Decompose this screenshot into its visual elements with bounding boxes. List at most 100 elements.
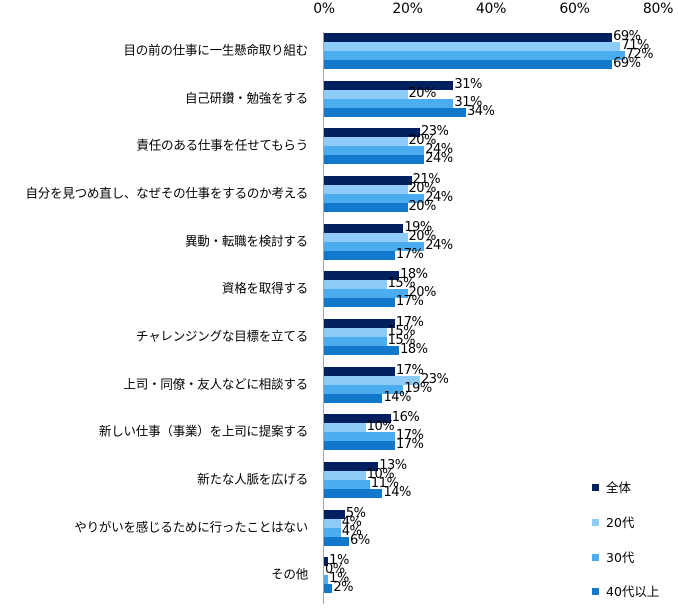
- value-label: 20%: [408, 285, 437, 300]
- value-label: 10%: [366, 419, 395, 434]
- bar-40代以上: [324, 441, 395, 450]
- bar-全体: [324, 557, 328, 566]
- bar-30代: [324, 528, 341, 537]
- value-label: 17%: [395, 247, 424, 262]
- value-label: 19%: [404, 381, 432, 396]
- value-label: 13%: [379, 458, 407, 473]
- value-label: 72%: [625, 47, 654, 62]
- category-label: 自己研鑽・勉強をする: [184, 90, 308, 106]
- bar-20代: [324, 42, 620, 51]
- value-label: 69%: [613, 29, 641, 44]
- bar-30代: [324, 51, 625, 60]
- bar-40代以上: [324, 489, 382, 498]
- category-label: 異動・転職を検討する: [184, 233, 308, 249]
- bar-20代: [324, 90, 408, 99]
- bar-20代: [324, 519, 341, 528]
- x-tick-label: 0%: [313, 1, 335, 17]
- x-tick-label: 20%: [392, 1, 423, 17]
- value-label: 17%: [395, 428, 424, 443]
- value-label: 24%: [425, 238, 453, 253]
- value-label: 20%: [408, 181, 437, 196]
- bar-40代以上: [324, 298, 395, 307]
- bar-20代: [324, 185, 408, 194]
- legend-label: 全体: [606, 480, 632, 495]
- category-label: 責任のある仕事を任せてもらう: [136, 137, 308, 153]
- value-label: 0%: [325, 562, 345, 577]
- bar-30代: [324, 194, 424, 203]
- value-label: 69%: [613, 56, 641, 71]
- bar-30代: [324, 432, 395, 441]
- value-label: 4%: [341, 515, 362, 530]
- value-label: 24%: [425, 142, 453, 157]
- value-label: 23%: [421, 372, 449, 387]
- bar-30代: [324, 385, 403, 394]
- category-label: 目の前の仕事に一生懸命取り組む: [123, 42, 308, 58]
- bar-全体: [324, 128, 420, 137]
- bar-40代以上: [324, 584, 332, 593]
- legend-label: 20代: [606, 515, 635, 530]
- x-tick-label: 80%: [642, 1, 674, 17]
- category-label: やりがいを感じるために行ったことはない: [74, 519, 308, 534]
- category-label: 新たな人脈を広げる: [197, 471, 308, 487]
- bar-全体: [324, 510, 345, 519]
- legend-label: 30代: [606, 550, 635, 565]
- x-tick-label: 40%: [475, 1, 507, 17]
- value-label: 2%: [333, 580, 353, 595]
- x-tick-label: 60%: [559, 1, 590, 17]
- category-label: その他: [271, 566, 308, 582]
- bar-40代以上: [324, 537, 349, 546]
- bar-20代: [324, 471, 366, 480]
- legend-swatch-icon: [592, 588, 599, 595]
- bar-全体: [324, 176, 412, 185]
- bar-30代: [324, 575, 328, 584]
- value-label: 18%: [400, 267, 428, 282]
- value-label: 14%: [383, 390, 411, 405]
- value-label: 17%: [395, 315, 424, 330]
- bar-40代以上: [324, 251, 395, 260]
- category-label: 上司・同僚・友人などに相談する: [123, 376, 308, 392]
- legend-label: 40代以上: [606, 584, 660, 599]
- bar-20代: [324, 376, 420, 385]
- bar-全体: [324, 367, 395, 376]
- bar-40代以上: [324, 394, 382, 403]
- value-label: 17%: [395, 294, 424, 309]
- bar-30代: [324, 337, 387, 346]
- value-label: 16%: [391, 410, 420, 425]
- bar-40代以上: [324, 155, 424, 164]
- value-label: 71%: [621, 38, 649, 53]
- value-label: 5%: [345, 506, 366, 521]
- legend-swatch-icon: [592, 484, 599, 491]
- legend-swatch-icon: [592, 519, 599, 526]
- bar-20代: [324, 280, 387, 289]
- bar-20代: [324, 137, 408, 146]
- value-label: 34%: [466, 104, 495, 119]
- bar-全体: [324, 81, 453, 90]
- bar-全体: [324, 319, 395, 328]
- value-label: 31%: [454, 77, 482, 92]
- bar-40代以上: [324, 60, 612, 69]
- value-label: 6%: [350, 533, 370, 548]
- value-label: 20%: [408, 199, 437, 214]
- bar-20代: [324, 423, 366, 432]
- value-label: 20%: [408, 86, 437, 101]
- value-label: 11%: [370, 476, 399, 491]
- value-label: 1%: [329, 571, 349, 586]
- value-label: 18%: [400, 342, 428, 357]
- y-axis-line: [323, 32, 324, 604]
- value-label: 14%: [383, 485, 411, 500]
- category-label: 自分を見つめ直し、なぜその仕事をするのか考える: [25, 185, 308, 201]
- bar-30代: [324, 146, 424, 155]
- value-label: 4%: [341, 524, 362, 539]
- bar-全体: [324, 271, 399, 280]
- bar-全体: [324, 414, 391, 423]
- bar-40代以上: [324, 108, 466, 117]
- bar-全体: [324, 33, 612, 42]
- value-label: 1%: [329, 553, 349, 568]
- bar-30代: [324, 242, 424, 251]
- bar-30代: [324, 480, 370, 489]
- value-label: 31%: [454, 95, 482, 110]
- value-label: 10%: [366, 467, 395, 482]
- bar-全体: [324, 462, 378, 471]
- value-label: 20%: [408, 133, 437, 148]
- value-label: 17%: [395, 363, 424, 378]
